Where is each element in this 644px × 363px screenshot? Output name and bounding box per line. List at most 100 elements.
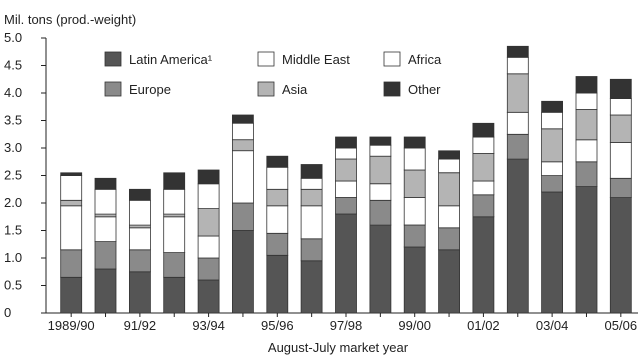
bar-segment-3 <box>575 139 598 163</box>
bar-stack <box>300 164 323 314</box>
bar-segment-5 <box>60 175 83 201</box>
legend-swatch <box>104 81 122 97</box>
bar-segment-5 <box>128 199 151 226</box>
y-axis-label: Mil. tons (prod.-weight) <box>4 12 136 27</box>
legend-label: Asia <box>282 82 308 97</box>
bar-segment-4 <box>197 208 220 237</box>
bar-segment-2 <box>60 249 83 278</box>
bar-segment-5 <box>575 92 598 110</box>
bar-segment-2 <box>335 197 357 215</box>
legend-label: Other <box>408 82 441 97</box>
x-axis-label: August-July market year <box>268 340 409 355</box>
y-tick-label: 4.5 <box>4 58 22 73</box>
bar-segment-4 <box>575 109 598 141</box>
legend-label: Latin America¹ <box>129 52 213 67</box>
bar-segment-2 <box>541 175 563 193</box>
bar-segment-3 <box>128 227 151 251</box>
bar-segment-2 <box>128 249 151 273</box>
bar-segment-3 <box>335 180 357 198</box>
bar-segment-3 <box>197 235 220 259</box>
y-tick-label: 1.0 <box>4 250 22 265</box>
bar-segment-1 <box>128 271 151 314</box>
y-tick-label: 1.5 <box>4 223 22 238</box>
bar-segment-3 <box>94 216 117 243</box>
legend-swatch <box>257 51 275 67</box>
bar-segment-6 <box>575 76 598 94</box>
bar-segment-6 <box>472 122 495 138</box>
bar-stack <box>506 45 529 314</box>
bar-segment-3 <box>403 197 426 226</box>
legend-swatch <box>383 51 401 67</box>
legend-swatch <box>383 81 401 97</box>
legend-label: Middle East <box>282 52 350 67</box>
x-tick-label: 05/06 <box>605 318 638 333</box>
x-tick-label: 01/02 <box>467 318 500 333</box>
bar-stack <box>335 136 357 314</box>
bar-segment-6 <box>300 164 323 179</box>
bar-segment-2 <box>472 194 495 218</box>
bar-stack <box>163 172 186 314</box>
bar-segment-5 <box>506 56 529 75</box>
bar-segment-5 <box>541 111 563 130</box>
bar-segment-6 <box>60 172 83 177</box>
bar-segment-6 <box>506 45 529 58</box>
bar-segment-2 <box>197 257 220 281</box>
y-tick-label: 5.0 <box>4 30 22 45</box>
bar-stack <box>575 76 598 314</box>
bar-segment-3 <box>60 205 83 251</box>
bar-stack <box>438 150 461 314</box>
y-tick-label: 4.0 <box>4 85 22 100</box>
bar-segment-5 <box>403 147 426 171</box>
bar-segment-6 <box>438 150 461 160</box>
bar-segment-2 <box>403 224 426 248</box>
bar-segment-3 <box>231 150 254 204</box>
bar-segment-5 <box>266 166 289 190</box>
bar-segment-1 <box>472 216 495 314</box>
bar-segment-6 <box>403 136 426 149</box>
bar-segment-6 <box>231 114 254 124</box>
bar-stack <box>369 136 392 314</box>
bar-segment-2 <box>609 177 632 199</box>
bar-segment-4 <box>369 155 392 185</box>
bar-segment-4 <box>609 114 632 143</box>
bar-stack <box>94 177 117 314</box>
bar-segment-4 <box>472 153 495 182</box>
bar-segment-3 <box>541 161 563 177</box>
bar-segment-5 <box>335 147 357 160</box>
bar-segment-4 <box>231 139 254 152</box>
bar-segment-4 <box>506 73 529 113</box>
bar-segment-4 <box>300 188 323 207</box>
y-tick-label: 2.0 <box>4 195 22 210</box>
bar-segment-5 <box>163 188 186 215</box>
bar-segment-6 <box>128 188 151 201</box>
bar-segment-4 <box>335 158 357 182</box>
bar-segment-3 <box>369 183 392 201</box>
bar-stack <box>266 155 289 314</box>
bar-segment-1 <box>609 197 632 314</box>
bar-stack <box>472 122 495 314</box>
bar-segment-6 <box>609 78 632 100</box>
legend-label: Africa <box>408 52 442 67</box>
bar-segment-6 <box>369 136 392 146</box>
bar-segment-3 <box>300 205 323 240</box>
y-tick-label: 0.5 <box>4 278 22 293</box>
legend-swatch <box>104 51 122 67</box>
bar-segment-3 <box>266 205 289 234</box>
bar-segment-4 <box>541 128 563 163</box>
bar-segment-5 <box>438 158 461 174</box>
bar-segment-5 <box>231 122 254 141</box>
x-tick-label: 95/96 <box>261 318 294 333</box>
bar-segment-3 <box>472 180 495 196</box>
bar-stack <box>231 114 254 314</box>
bar-segment-1 <box>231 230 254 314</box>
bar-segment-1 <box>335 213 357 314</box>
x-tick-label: 03/04 <box>536 318 569 333</box>
x-tick-label: 93/94 <box>192 318 225 333</box>
bar-segment-1 <box>506 158 529 314</box>
bar-segment-1 <box>438 249 461 314</box>
bar-segment-5 <box>369 144 392 157</box>
bar-segment-6 <box>541 100 563 113</box>
y-tick-label: 2.5 <box>4 168 22 183</box>
bar-segment-4 <box>60 199 83 207</box>
